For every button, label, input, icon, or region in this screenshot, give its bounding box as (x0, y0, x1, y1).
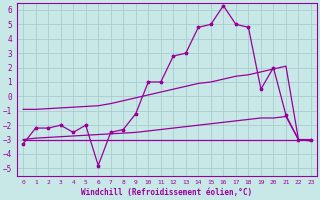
X-axis label: Windchill (Refroidissement éolien,°C): Windchill (Refroidissement éolien,°C) (82, 188, 252, 197)
